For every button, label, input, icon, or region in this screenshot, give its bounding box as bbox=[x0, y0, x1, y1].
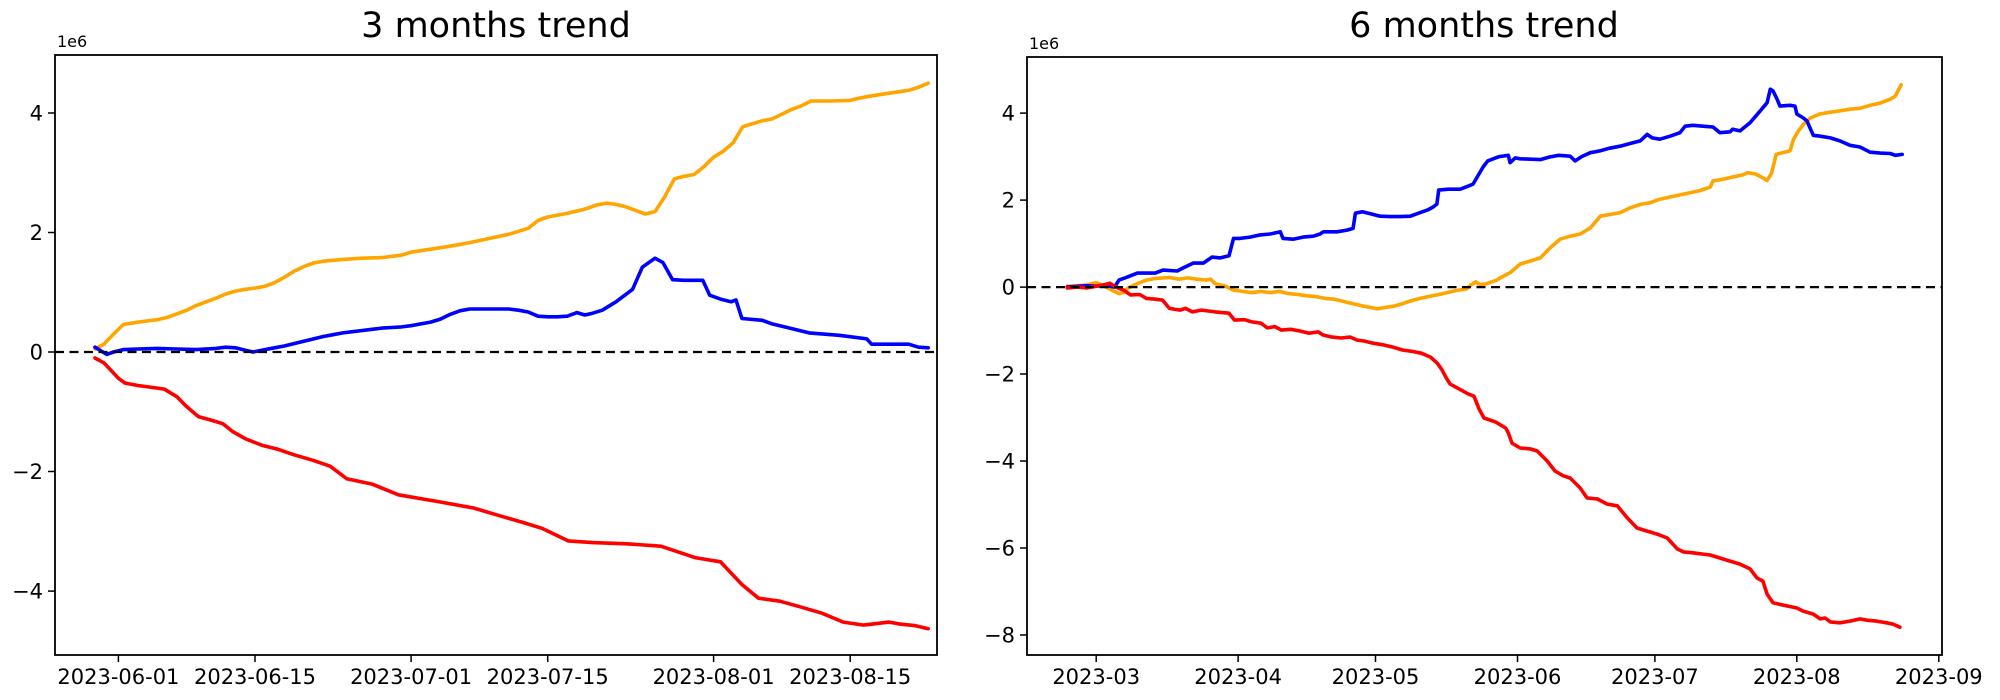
chart-title-6-months: 6 months trend bbox=[1349, 6, 1619, 46]
y-tick-label: −4 bbox=[984, 450, 1015, 474]
chart-title-3-months: 3 months trend bbox=[361, 6, 631, 46]
x-tick-label: 2023-08 bbox=[1753, 665, 1841, 689]
y-tick-label: 2 bbox=[30, 221, 43, 245]
y-tick-label: 4 bbox=[30, 102, 43, 126]
axes-frame bbox=[54, 54, 938, 656]
y-tick-label: −8 bbox=[984, 624, 1015, 648]
y-tick-label: 0 bbox=[1002, 276, 1015, 300]
series-line-orange bbox=[93, 81, 931, 351]
x-tick-label: 2023-08-15 bbox=[789, 665, 911, 689]
x-tick-label: 2023-04 bbox=[1194, 665, 1282, 689]
y-tick-label: 2 bbox=[1002, 189, 1015, 213]
x-tick-label: 2023-06-15 bbox=[194, 665, 316, 689]
y-tick-label: −2 bbox=[984, 363, 1015, 387]
x-tick-label: 2023-05 bbox=[1332, 665, 1420, 689]
series-line-blue bbox=[93, 256, 931, 357]
x-tick-label: 2023-03 bbox=[1052, 665, 1140, 689]
x-tick-label: 2023-09 bbox=[1895, 665, 1983, 689]
series-line-red bbox=[1065, 281, 1902, 630]
y-axis-offset-label: 1e6 bbox=[1029, 34, 1059, 53]
series-line-blue bbox=[1065, 87, 1904, 289]
x-tick-label: 2023-07-15 bbox=[487, 665, 609, 689]
y-tick-label: −4 bbox=[12, 580, 43, 604]
series-line-red bbox=[93, 356, 931, 631]
x-tick-label: 2023-06 bbox=[1474, 665, 1562, 689]
series-line-orange bbox=[1065, 83, 1903, 311]
y-tick-label: 4 bbox=[1002, 102, 1015, 126]
x-tick-label: 2023-07 bbox=[1611, 665, 1699, 689]
x-tick-label: 2023-07-01 bbox=[350, 665, 472, 689]
chart-1: 2023-03 2023-04 2023-05 2023-06 2023-07 2023-… bbox=[984, 34, 1983, 689]
y-tick-label: −6 bbox=[984, 537, 1015, 561]
y-tick-label: 0 bbox=[30, 341, 43, 365]
x-tick-label: 2023-06-01 bbox=[57, 665, 179, 689]
chart-0: 2023-06-01 2023-06-15 2023-07-01 2023-07-15… bbox=[12, 32, 938, 689]
axes-frame bbox=[1026, 56, 1943, 656]
y-axis-offset-label: 1e6 bbox=[57, 32, 87, 51]
x-tick-label: 2023-08-01 bbox=[653, 665, 775, 689]
y-tick-label: −2 bbox=[12, 460, 43, 484]
